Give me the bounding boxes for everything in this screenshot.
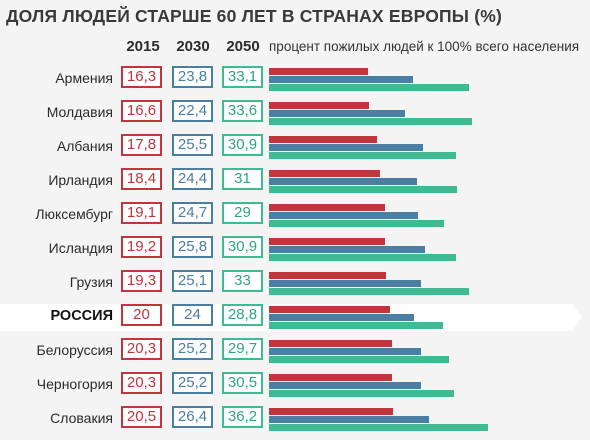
bar-2015 bbox=[269, 136, 377, 143]
value-label-2015: 17,8 bbox=[121, 134, 162, 156]
value-label-2015: 20,3 bbox=[121, 372, 162, 394]
chart-row: Армения 16,3 23,8 33,1 bbox=[0, 62, 590, 96]
value-label-2030: 24,4 bbox=[172, 168, 213, 190]
bar-2015 bbox=[269, 170, 380, 177]
bar-2015 bbox=[269, 102, 369, 109]
bar-2050 bbox=[269, 84, 469, 91]
category-label: РОССИЯ bbox=[50, 308, 113, 324]
bar-2030 bbox=[269, 382, 421, 389]
chart-row: Исландия 19,2 25,8 30,9 bbox=[0, 232, 590, 266]
chart-row: Молдавия 16,6 22,4 33,6 bbox=[0, 96, 590, 130]
bar-2050 bbox=[269, 356, 449, 363]
category-label: Армения bbox=[55, 70, 113, 86]
category-label: Исландия bbox=[48, 240, 113, 256]
bar-2050 bbox=[269, 254, 456, 261]
value-label-2015: 19,3 bbox=[121, 270, 162, 292]
bar-2030 bbox=[269, 76, 413, 83]
bar-2015 bbox=[269, 408, 393, 415]
chart-row: Грузия 19,3 25,1 33 bbox=[0, 266, 590, 300]
value-label-2030: 25,5 bbox=[172, 134, 213, 156]
value-label-2030: 25,8 bbox=[172, 236, 213, 258]
value-label-2015: 20,3 bbox=[121, 338, 162, 360]
category-label: Словакия bbox=[50, 410, 113, 426]
category-label: Грузия bbox=[69, 274, 113, 290]
value-label-2050: 29,7 bbox=[222, 338, 263, 360]
category-label: Молдавия bbox=[46, 104, 113, 120]
value-label-2050: 28,8 bbox=[222, 304, 263, 326]
value-label-2030: 24 bbox=[172, 304, 213, 326]
column-header-2015: 2015 bbox=[126, 38, 160, 55]
bar-2015 bbox=[269, 204, 385, 211]
bar-2015 bbox=[269, 272, 386, 279]
bar-2030 bbox=[269, 178, 417, 185]
column-header-2050: 2050 bbox=[226, 38, 260, 55]
category-label: Белоруссия bbox=[36, 342, 114, 358]
chart-row: Люксембург 19,1 24,7 29 bbox=[0, 198, 590, 232]
value-label-2050: 33,6 bbox=[222, 100, 263, 122]
bar-2015 bbox=[269, 374, 392, 381]
bar-2030 bbox=[269, 212, 418, 219]
category-label: Албания bbox=[56, 138, 113, 154]
bar-2050 bbox=[269, 186, 457, 193]
value-label-2050: 31 bbox=[222, 168, 263, 190]
chart-row: Ирландия 18,4 24,4 31 bbox=[0, 164, 590, 198]
bar-2030 bbox=[269, 110, 405, 117]
bar-2050 bbox=[269, 220, 444, 227]
column-header-2030: 2030 bbox=[176, 38, 210, 55]
value-label-2030: 25,2 bbox=[172, 338, 213, 360]
bar-2050 bbox=[269, 390, 454, 397]
bar-2030 bbox=[269, 416, 429, 423]
value-label-2015: 16,6 bbox=[121, 100, 162, 122]
category-label: Ирландия bbox=[48, 172, 113, 188]
chart-subtitle: процент пожилых людей к 100% всего насел… bbox=[269, 39, 580, 54]
value-label-2015: 16,3 bbox=[121, 66, 162, 88]
value-label-2030: 23,8 bbox=[172, 66, 213, 88]
chart-row: Албания 17,8 25,5 30,9 bbox=[0, 130, 590, 164]
value-label-2030: 22,4 bbox=[172, 100, 213, 122]
value-label-2050: 29 bbox=[222, 202, 263, 224]
value-label-2015: 20 bbox=[121, 304, 162, 326]
bar-2015 bbox=[269, 306, 390, 313]
value-label-2050: 33 bbox=[222, 270, 263, 292]
chart-row: РОССИЯ 20 24 28,8 bbox=[0, 300, 590, 334]
chart-row: Белоруссия 20,3 25,2 29,7 bbox=[0, 334, 590, 368]
value-label-2030: 25,2 bbox=[172, 372, 213, 394]
value-label-2030: 26,4 bbox=[172, 406, 213, 428]
chart-row: Черногория 20,3 25,2 30,5 bbox=[0, 368, 590, 402]
chart-title: ДОЛЯ ЛЮДЕЙ СТАРШЕ 60 ЛЕТ В СТРАНАХ ЕВРОП… bbox=[6, 6, 503, 26]
bar-2030 bbox=[269, 280, 421, 287]
bar-2015 bbox=[269, 340, 392, 347]
bar-2030 bbox=[269, 246, 425, 253]
bar-2030 bbox=[269, 144, 423, 151]
bar-2030 bbox=[269, 314, 414, 321]
bar-2050 bbox=[269, 152, 456, 159]
value-label-2015: 19,2 bbox=[121, 236, 162, 258]
bar-2050 bbox=[269, 424, 488, 431]
value-label-2015: 18,4 bbox=[121, 168, 162, 190]
bar-2050 bbox=[269, 322, 443, 329]
value-label-2050: 30,9 bbox=[222, 134, 263, 156]
bar-2050 bbox=[269, 288, 469, 295]
value-label-2015: 19,1 bbox=[121, 202, 162, 224]
chart-row: Словакия 20,5 26,4 36,2 bbox=[0, 402, 590, 436]
bar-2015 bbox=[269, 238, 385, 245]
value-label-2030: 25,1 bbox=[172, 270, 213, 292]
bar-2015 bbox=[269, 68, 368, 75]
value-label-2050: 33,1 bbox=[222, 66, 263, 88]
value-label-2050: 30,5 bbox=[222, 372, 263, 394]
value-label-2050: 30,9 bbox=[222, 236, 263, 258]
value-label-2015: 20,5 bbox=[121, 406, 162, 428]
category-label: Черногория bbox=[36, 376, 113, 392]
bar-2050 bbox=[269, 118, 472, 125]
category-label: Люксембург bbox=[35, 206, 113, 222]
value-label-2030: 24,7 bbox=[172, 202, 213, 224]
bar-2030 bbox=[269, 348, 421, 355]
value-label-2050: 36,2 bbox=[222, 406, 263, 428]
